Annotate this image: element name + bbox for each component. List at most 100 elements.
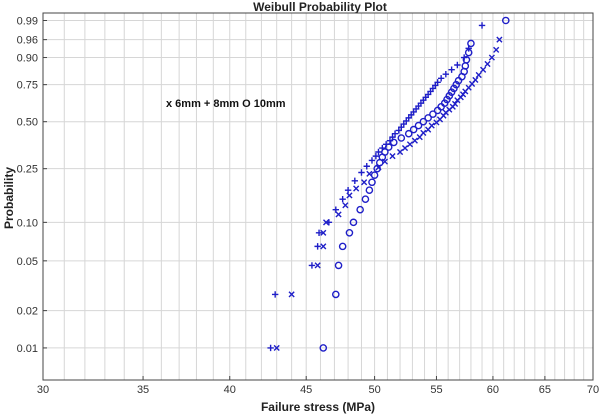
point-6mm xyxy=(389,153,396,160)
y-tick-label: 0.10 xyxy=(17,217,38,229)
y-tick-label: 0.50 xyxy=(17,117,38,129)
point-10mm xyxy=(419,117,428,126)
x-axis-ticks: 30 35 40 45 50 55 60 65 70 xyxy=(37,376,599,396)
point-8mm xyxy=(339,196,346,203)
point-10mm xyxy=(365,186,374,194)
y-tick-label: 0.99 xyxy=(17,15,38,27)
point-10mm xyxy=(338,242,347,251)
point-6mm xyxy=(361,179,368,186)
point-10mm xyxy=(452,80,461,89)
point-8mm xyxy=(448,66,455,73)
point-8mm xyxy=(271,291,279,298)
legend-text: x 6mm + 8mm O 10mm xyxy=(166,98,286,110)
x-tick-label: 60 xyxy=(487,384,499,396)
point-10mm xyxy=(332,290,340,299)
point-8mm xyxy=(351,177,359,184)
point-10mm xyxy=(429,110,437,118)
point-10mm xyxy=(373,164,381,173)
point-8mm xyxy=(395,127,402,134)
point-8mm xyxy=(308,262,316,269)
x-tick-label: 40 xyxy=(224,384,236,396)
y-tick-label: 0.25 xyxy=(17,164,38,176)
point-8mm xyxy=(454,61,461,69)
x-tick-label: 35 xyxy=(137,384,149,396)
point-8mm xyxy=(442,70,450,78)
point-6mm xyxy=(411,137,418,144)
point-10mm xyxy=(389,138,398,147)
point-6mm xyxy=(420,129,427,136)
point-8mm xyxy=(478,22,486,29)
point-8mm xyxy=(363,163,370,170)
point-10mm xyxy=(409,125,418,134)
point-6mm xyxy=(496,36,503,43)
point-6mm xyxy=(273,344,280,352)
x-tick-label: 70 xyxy=(587,384,599,396)
point-10mm xyxy=(450,84,458,93)
point-6mm xyxy=(353,185,360,192)
x-tick-label: 65 xyxy=(539,384,551,396)
point-6mm xyxy=(484,60,491,68)
point-10mm xyxy=(370,171,379,179)
point-6mm xyxy=(451,100,459,107)
point-8mm xyxy=(434,79,441,86)
plot-frame xyxy=(42,12,594,381)
y-axis-ticks: 0.01 0.02 0.05 0.10 0.25 0.50 0.75 0.90 0.96 0.99 xyxy=(17,15,47,355)
point-8mm xyxy=(314,243,321,250)
point-10mm xyxy=(356,205,364,214)
point-6mm xyxy=(406,141,414,148)
point-10mm xyxy=(424,114,432,122)
chart-title: Weibull Probability Plot xyxy=(253,0,387,14)
point-6mm xyxy=(493,46,500,53)
y-tick-label: 0.90 xyxy=(17,53,38,65)
point-10mm xyxy=(349,218,358,227)
point-10mm xyxy=(464,48,473,57)
point-10mm xyxy=(361,195,370,204)
point-6mm xyxy=(472,76,479,84)
point-6mm xyxy=(320,243,327,250)
x-tick-label: 55 xyxy=(430,384,442,396)
point-6mm xyxy=(475,71,482,79)
point-6mm xyxy=(488,54,495,61)
point-6mm xyxy=(346,192,353,199)
point-8mm xyxy=(325,219,333,226)
point-6mm xyxy=(314,262,321,269)
point-10mm xyxy=(414,121,423,130)
y-tick-label: 0.96 xyxy=(17,35,38,47)
point-10mm xyxy=(404,129,413,138)
point-10mm xyxy=(334,261,343,270)
y-tick-label: 0.01 xyxy=(17,343,38,355)
point-8mm xyxy=(391,130,399,137)
point-10mm xyxy=(447,88,456,96)
point-10mm xyxy=(467,39,475,48)
x-tick-label: 50 xyxy=(368,384,380,396)
point-8mm xyxy=(368,157,376,164)
point-8mm xyxy=(437,75,445,82)
point-10mm xyxy=(345,229,354,237)
y-tick-label: 0.05 xyxy=(17,256,38,268)
point-10mm xyxy=(462,55,471,64)
point-8mm xyxy=(358,169,365,176)
x-tick-label: 30 xyxy=(37,384,49,396)
point-10mm xyxy=(501,16,510,25)
point-10mm xyxy=(397,134,406,142)
data-points xyxy=(267,16,510,352)
y-tick-label: 0.75 xyxy=(17,80,38,92)
point-10mm xyxy=(319,344,328,352)
point-6mm xyxy=(288,291,295,298)
point-6mm xyxy=(401,144,409,152)
point-8mm xyxy=(332,206,340,213)
point-6mm xyxy=(480,66,487,73)
point-8mm xyxy=(375,148,382,156)
point-8mm xyxy=(372,152,380,160)
x-axis-label: Failure stress (MPa) xyxy=(261,400,375,414)
y-axis-label: Probability xyxy=(2,167,16,229)
point-6mm xyxy=(428,122,435,129)
point-8mm xyxy=(267,344,274,352)
point-10mm xyxy=(368,178,376,187)
point-8mm xyxy=(315,229,323,237)
point-8mm xyxy=(344,186,352,194)
y-tick-label: 0.02 xyxy=(17,306,38,318)
point-6mm xyxy=(342,202,349,209)
